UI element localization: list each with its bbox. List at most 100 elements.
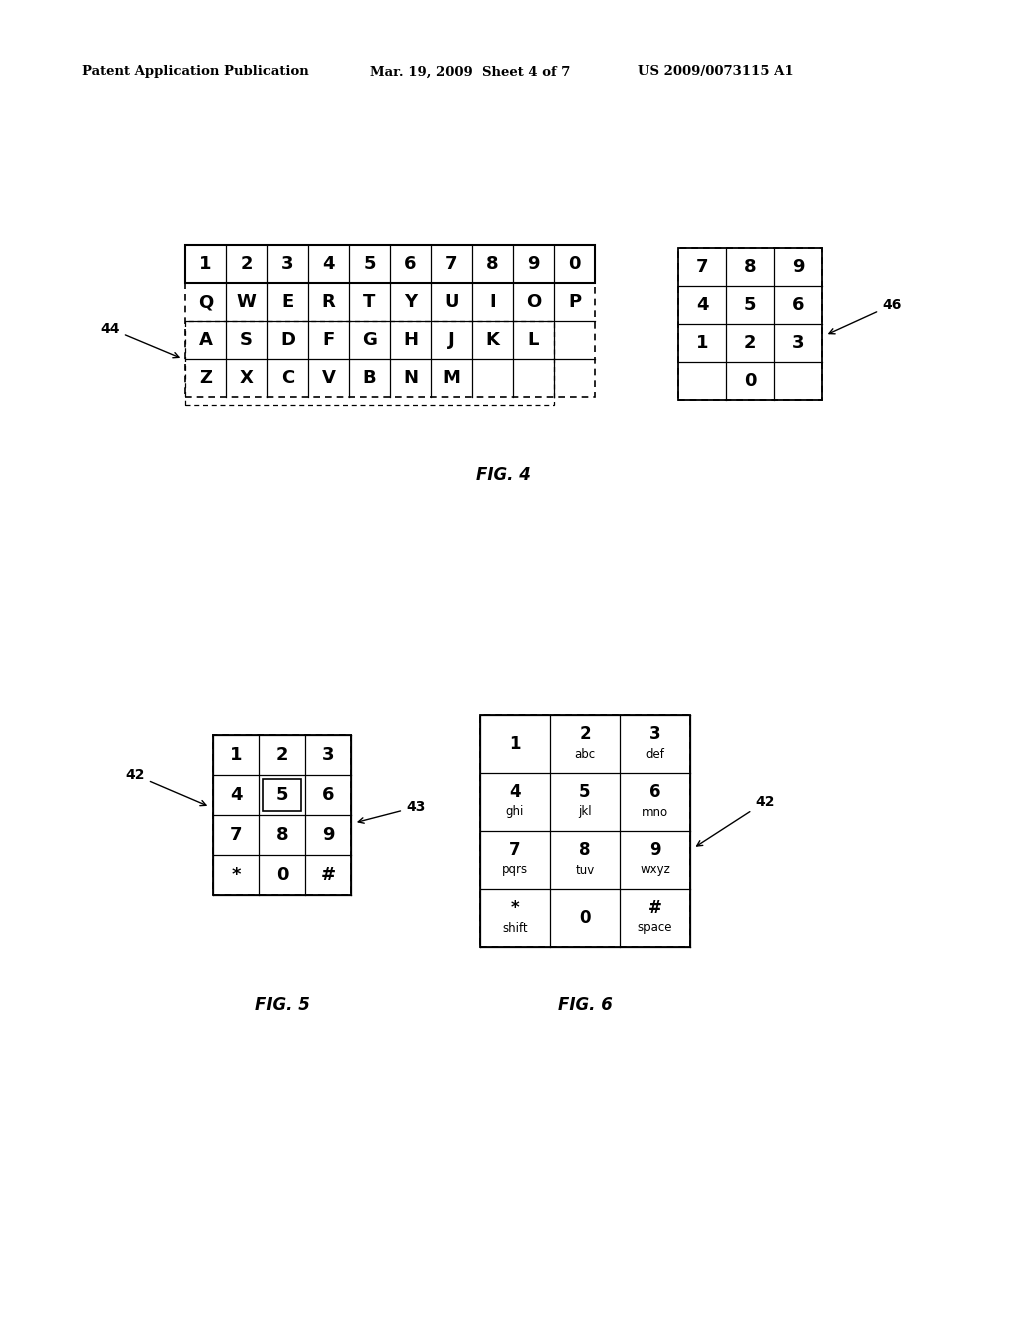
Text: 6: 6 <box>649 783 660 801</box>
Text: O: O <box>526 293 541 312</box>
Text: 2: 2 <box>580 725 591 743</box>
Text: US 2009/0073115 A1: US 2009/0073115 A1 <box>638 66 794 78</box>
Text: D: D <box>280 331 295 348</box>
Text: Y: Y <box>403 293 417 312</box>
Text: 6: 6 <box>792 296 804 314</box>
Text: I: I <box>489 293 496 312</box>
Text: 8: 8 <box>275 826 289 843</box>
Text: W: W <box>237 293 256 312</box>
Text: 46: 46 <box>829 298 901 334</box>
Text: 42: 42 <box>126 768 206 805</box>
Bar <box>185 321 554 405</box>
Bar <box>678 248 822 400</box>
Text: 9: 9 <box>792 257 804 276</box>
Text: V: V <box>322 370 336 387</box>
Text: 2: 2 <box>241 255 253 273</box>
Text: N: N <box>403 370 418 387</box>
Text: 9: 9 <box>527 255 540 273</box>
Text: 2: 2 <box>275 746 288 764</box>
Text: 1: 1 <box>509 735 521 752</box>
Text: G: G <box>362 331 377 348</box>
Text: 4: 4 <box>323 255 335 273</box>
Text: #: # <box>321 866 336 884</box>
Text: 0: 0 <box>568 255 581 273</box>
Text: 4: 4 <box>229 785 243 804</box>
Text: 42: 42 <box>696 795 774 846</box>
Bar <box>480 715 690 946</box>
Text: Mar. 19, 2009  Sheet 4 of 7: Mar. 19, 2009 Sheet 4 of 7 <box>370 66 570 78</box>
Text: abc: abc <box>574 747 596 760</box>
Text: 5: 5 <box>364 255 376 273</box>
Text: 7: 7 <box>695 257 709 276</box>
Text: 6: 6 <box>404 255 417 273</box>
Text: FIG. 5: FIG. 5 <box>255 997 309 1014</box>
Text: 8: 8 <box>743 257 757 276</box>
Text: 0: 0 <box>275 866 288 884</box>
Text: J: J <box>449 331 455 348</box>
Text: *: * <box>231 866 241 884</box>
Text: 44: 44 <box>100 322 179 358</box>
Text: H: H <box>403 331 418 348</box>
Text: T: T <box>364 293 376 312</box>
Text: 5: 5 <box>275 785 288 804</box>
Text: shift: shift <box>502 921 527 935</box>
Text: Patent Application Publication: Patent Application Publication <box>82 66 309 78</box>
Text: FIG. 4: FIG. 4 <box>476 466 530 484</box>
Text: 4: 4 <box>509 783 521 801</box>
Text: B: B <box>362 370 376 387</box>
Text: 0: 0 <box>580 909 591 927</box>
Text: Z: Z <box>199 370 212 387</box>
Bar <box>480 715 690 946</box>
Text: jkl: jkl <box>579 805 592 818</box>
Text: 7: 7 <box>229 826 243 843</box>
Text: FIG. 6: FIG. 6 <box>557 997 612 1014</box>
Text: tuv: tuv <box>575 863 595 876</box>
Bar <box>185 282 595 397</box>
Bar <box>213 735 351 895</box>
Bar <box>678 248 822 400</box>
Text: 4: 4 <box>695 296 709 314</box>
Text: #: # <box>648 899 662 917</box>
Text: space: space <box>638 921 672 935</box>
Text: M: M <box>442 370 461 387</box>
Bar <box>185 246 595 282</box>
Text: F: F <box>323 331 335 348</box>
Text: 9: 9 <box>649 841 660 859</box>
Bar <box>213 735 351 895</box>
Text: 8: 8 <box>580 841 591 859</box>
Text: 6: 6 <box>322 785 334 804</box>
Bar <box>263 779 301 810</box>
Text: 2: 2 <box>743 334 757 352</box>
Text: U: U <box>444 293 459 312</box>
Text: 3: 3 <box>792 334 804 352</box>
Text: 1: 1 <box>200 255 212 273</box>
Text: 3: 3 <box>322 746 334 764</box>
Text: S: S <box>240 331 253 348</box>
Text: *: * <box>511 899 519 917</box>
Text: 7: 7 <box>509 841 521 859</box>
Text: 3: 3 <box>649 725 660 743</box>
Text: 3: 3 <box>282 255 294 273</box>
Text: 8: 8 <box>486 255 499 273</box>
Text: ghi: ghi <box>506 805 524 818</box>
Text: C: C <box>281 370 294 387</box>
Text: pqrs: pqrs <box>502 863 528 876</box>
Text: 1: 1 <box>695 334 709 352</box>
Text: P: P <box>568 293 581 312</box>
Text: 5: 5 <box>580 783 591 801</box>
Text: 9: 9 <box>322 826 334 843</box>
Text: X: X <box>240 370 253 387</box>
Text: mno: mno <box>642 805 668 818</box>
Text: 5: 5 <box>743 296 757 314</box>
Text: 7: 7 <box>445 255 458 273</box>
Text: 43: 43 <box>358 800 425 824</box>
Text: K: K <box>485 331 500 348</box>
Text: Q: Q <box>198 293 213 312</box>
Text: 1: 1 <box>229 746 243 764</box>
Text: A: A <box>199 331 212 348</box>
Text: def: def <box>645 747 665 760</box>
Text: L: L <box>527 331 540 348</box>
Text: 0: 0 <box>743 372 757 389</box>
Text: wxyz: wxyz <box>640 863 670 876</box>
Text: R: R <box>322 293 336 312</box>
